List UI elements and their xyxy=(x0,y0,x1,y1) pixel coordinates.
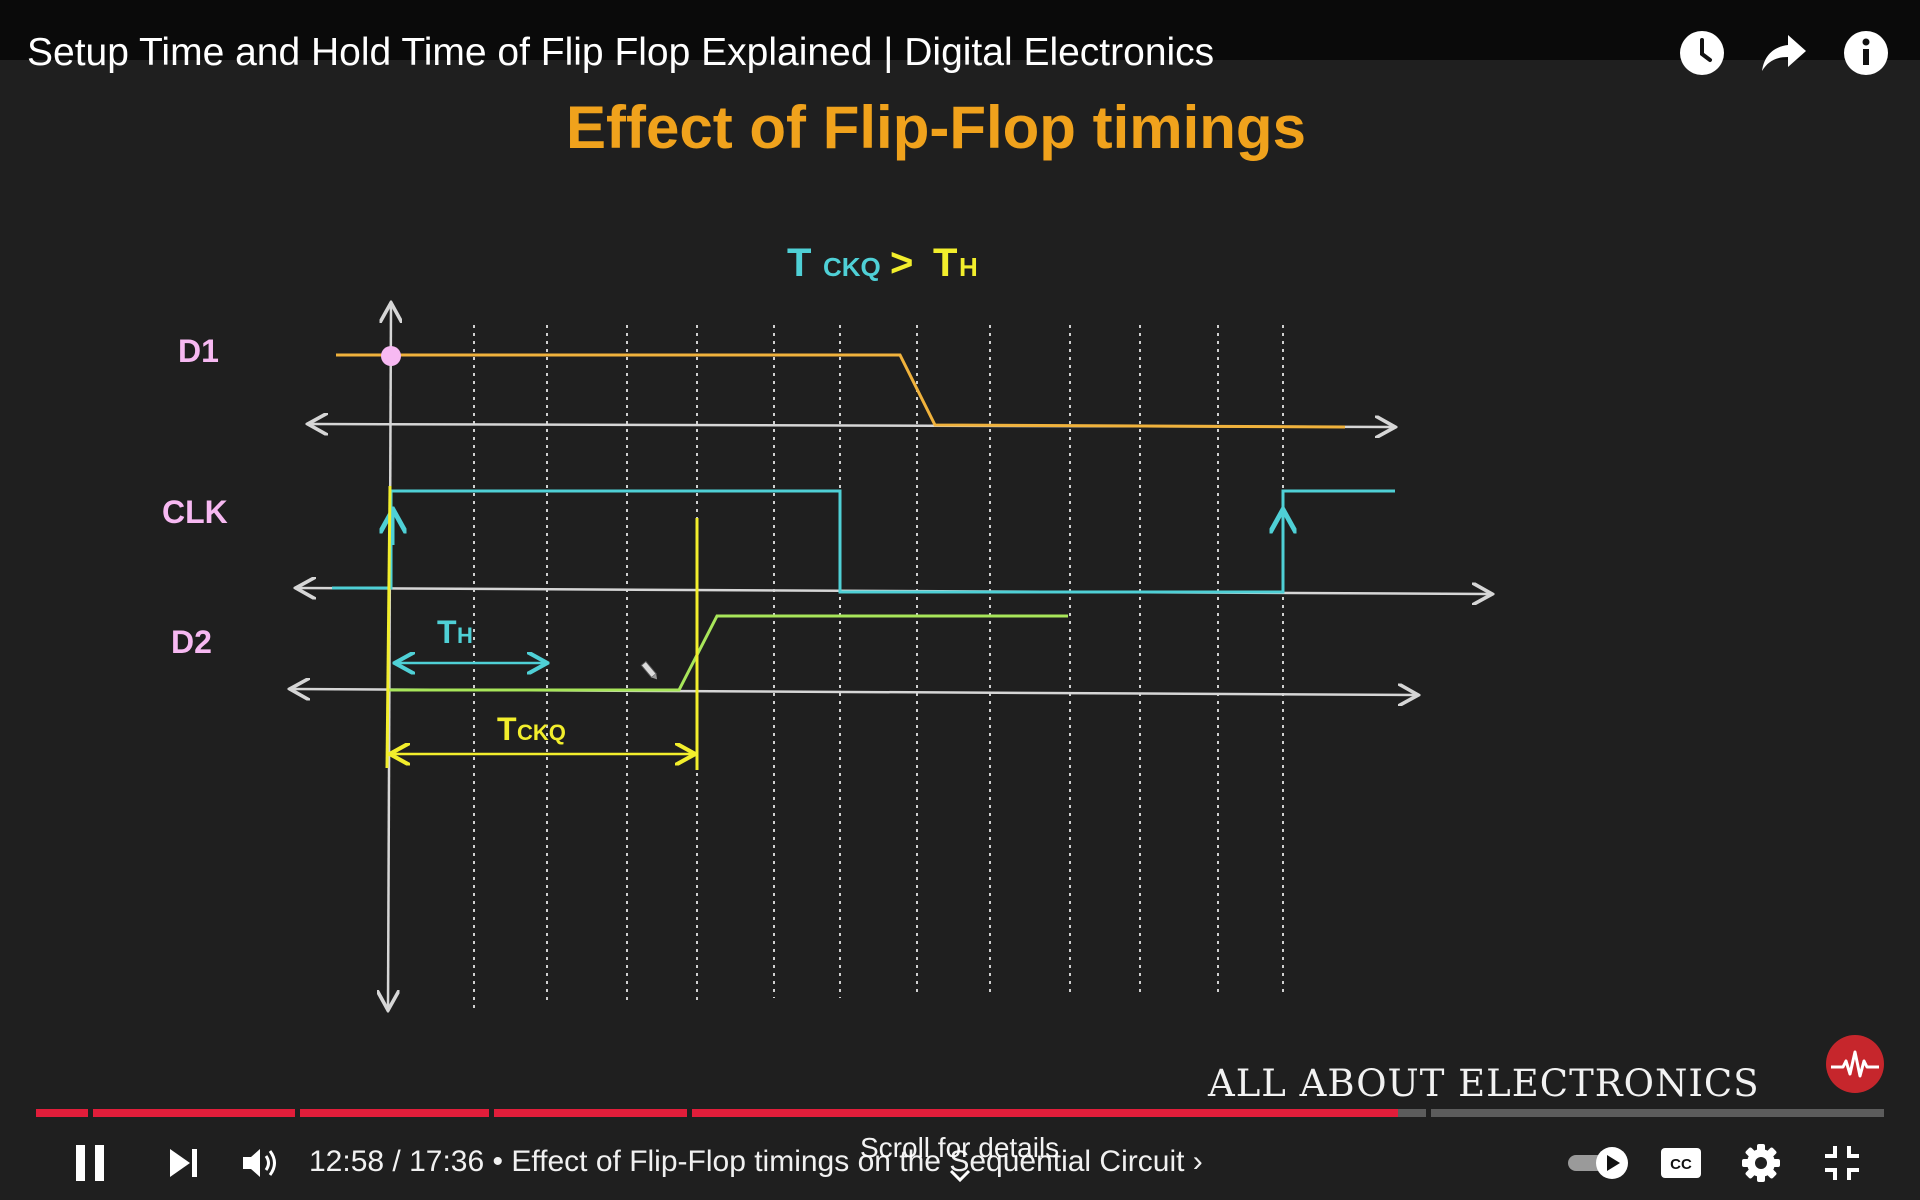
signal-label-d2: D2 xyxy=(171,624,212,660)
brand-watermark: ALL ABOUT ELECTRONICS xyxy=(1208,1062,1760,1105)
clock-edge-marker xyxy=(385,485,392,769)
video-title[interactable]: Setup Time and Hold Time of Flip Flop Ex… xyxy=(27,31,1215,74)
signal-label-clk: CLK xyxy=(162,494,228,530)
control-bar: 12:58 / 17:36 • Effect of Flip-Flop timi… xyxy=(0,1128,1920,1200)
chapter-marker xyxy=(489,1109,494,1117)
settings-gear-icon[interactable] xyxy=(1737,1138,1785,1188)
pen-cursor-icon xyxy=(640,660,658,680)
chapter-marker xyxy=(1426,1109,1431,1117)
clk-waveform xyxy=(332,489,1395,594)
info-icon[interactable] xyxy=(1842,29,1890,77)
next-button[interactable] xyxy=(160,1138,208,1188)
volume-icon[interactable] xyxy=(236,1138,284,1188)
top-bar xyxy=(0,0,1920,60)
th-label: T H xyxy=(437,614,473,650)
timing-diagram: T CKQ > T H D1 CLK D2 xyxy=(162,241,1920,1100)
svg-text:CC: CC xyxy=(1670,1156,1692,1173)
chapter-marker xyxy=(295,1109,300,1117)
chevron-down-icon[interactable] xyxy=(948,1168,972,1189)
condition-text: T CKQ > T H xyxy=(787,241,978,285)
top-icons xyxy=(1678,29,1890,77)
slide-title: Effect of Flip-Flop timings xyxy=(566,94,1306,161)
chapter-marker xyxy=(687,1109,692,1117)
time-current: 12:58 xyxy=(309,1145,385,1178)
pause-button[interactable] xyxy=(66,1138,114,1188)
brand-logo-icon xyxy=(1825,1034,1885,1099)
d1-marker-dot xyxy=(381,346,401,366)
chapter-title-link[interactable]: • Effect of Flip-Flop timings on the Seq… xyxy=(484,1145,1203,1178)
share-icon[interactable] xyxy=(1760,29,1808,77)
watch-later-icon[interactable] xyxy=(1678,29,1726,77)
autoplay-toggle[interactable] xyxy=(1566,1138,1630,1188)
progress-played xyxy=(36,1109,1398,1117)
d1-waveform xyxy=(336,353,1346,429)
progress-bar[interactable] xyxy=(36,1109,1884,1117)
d2-waveform xyxy=(388,614,1068,692)
time-separator: / xyxy=(384,1145,410,1178)
chapter-marker xyxy=(88,1109,93,1117)
exit-fullscreen-icon[interactable] xyxy=(1818,1138,1866,1188)
captions-button[interactable]: CC xyxy=(1657,1138,1705,1188)
time-display: 12:58 / 17:36 • Effect of Flip-Flop timi… xyxy=(309,1140,1203,1184)
time-total: 17:36 xyxy=(409,1145,485,1178)
tckq-label: T CKQ xyxy=(497,711,566,747)
scroll-for-details-hint[interactable]: Scroll for details xyxy=(860,1132,1060,1163)
signal-label-d1: D1 xyxy=(178,333,219,369)
